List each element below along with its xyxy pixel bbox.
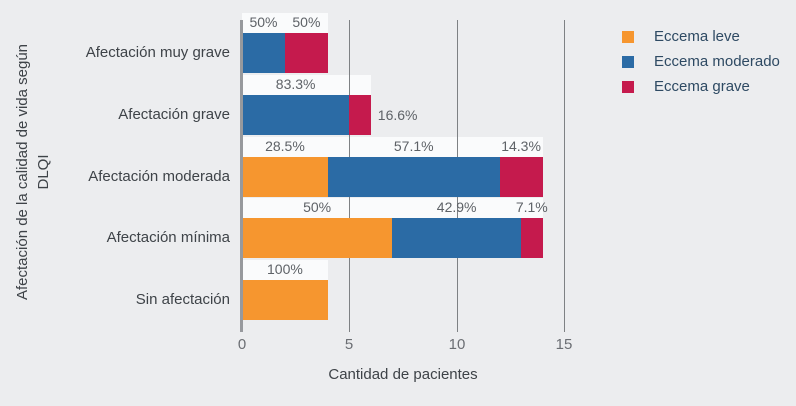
legend-swatch-eccema-leve-icon <box>622 30 634 43</box>
category-label-afectacio-n-muy-grave: Afectación muy grave <box>85 44 230 61</box>
legend-swatch-eccema-grave-icon <box>622 80 634 93</box>
legend-label: Eccema grave <box>654 78 750 95</box>
legend-label: Eccema leve <box>654 28 740 45</box>
x-tick-label-10: 10 <box>448 336 466 353</box>
category-label-afectacio-n-moderada: Afectación moderada <box>88 167 230 185</box>
percent-label: 7.1% <box>515 199 548 216</box>
bar-segment-eccema-moderado <box>392 218 522 259</box>
bar-segment-eccema-moderado <box>242 94 350 135</box>
label-band <box>242 198 543 219</box>
category-label-afectacio-n-grave: Afectación grave <box>118 105 230 123</box>
percent-label: 16.6% <box>377 106 418 123</box>
label-band <box>242 13 328 33</box>
x-tick-label-15: 15 <box>555 336 573 353</box>
percent-label: 83.3% <box>275 75 316 92</box>
legend-label: Eccema moderado <box>654 53 780 70</box>
bar-segment-eccema-moderado <box>242 33 285 73</box>
legend-item-eccema-moderado: Eccema moderado <box>622 53 780 70</box>
bar-segment-eccema-moderado <box>327 156 500 197</box>
percent-label: 28.5% <box>265 137 305 154</box>
x-tick-label-5: 5 <box>344 336 354 353</box>
percent-label: 100% <box>267 261 303 277</box>
percent-label: 42.9% <box>436 199 477 216</box>
bar-segment-eccema-grave <box>499 156 543 197</box>
bar-segment-eccema-leve <box>242 280 328 320</box>
label-band <box>242 74 371 95</box>
x-tick-label-0: 0 <box>237 336 247 353</box>
label-band <box>242 260 328 280</box>
label-band <box>242 136 543 157</box>
legend-swatch-eccema-moderado-icon <box>622 55 634 68</box>
percent-label: 57.1% <box>393 137 434 154</box>
category-label-sin-afectacio-n: Sin afectación <box>135 291 230 308</box>
bar-segment-eccema-leve <box>242 218 393 259</box>
percent-label: 50% <box>292 14 321 30</box>
gridline-x-15 <box>564 20 565 332</box>
percent-label: 14.3% <box>501 137 541 154</box>
bar-segment-eccema-leve <box>242 156 328 197</box>
bar-segment-eccema-grave <box>521 218 543 259</box>
bar-segment-eccema-grave <box>349 94 371 135</box>
category-label-afectacio-n-mi-nima: Afectación mínima <box>106 229 230 247</box>
legend-item-eccema-leve: Eccema leve <box>622 28 780 45</box>
percent-label: 50% <box>249 14 278 30</box>
y-axis-line <box>240 20 243 332</box>
legend: Eccema leve Eccema moderado Eccema grave <box>622 28 780 95</box>
bar-segment-eccema-grave <box>284 33 328 73</box>
legend-item-eccema-grave: Eccema grave <box>622 78 780 95</box>
x-axis-title: Cantidad de pacientes <box>328 366 478 383</box>
percent-label: 50% <box>303 199 332 216</box>
